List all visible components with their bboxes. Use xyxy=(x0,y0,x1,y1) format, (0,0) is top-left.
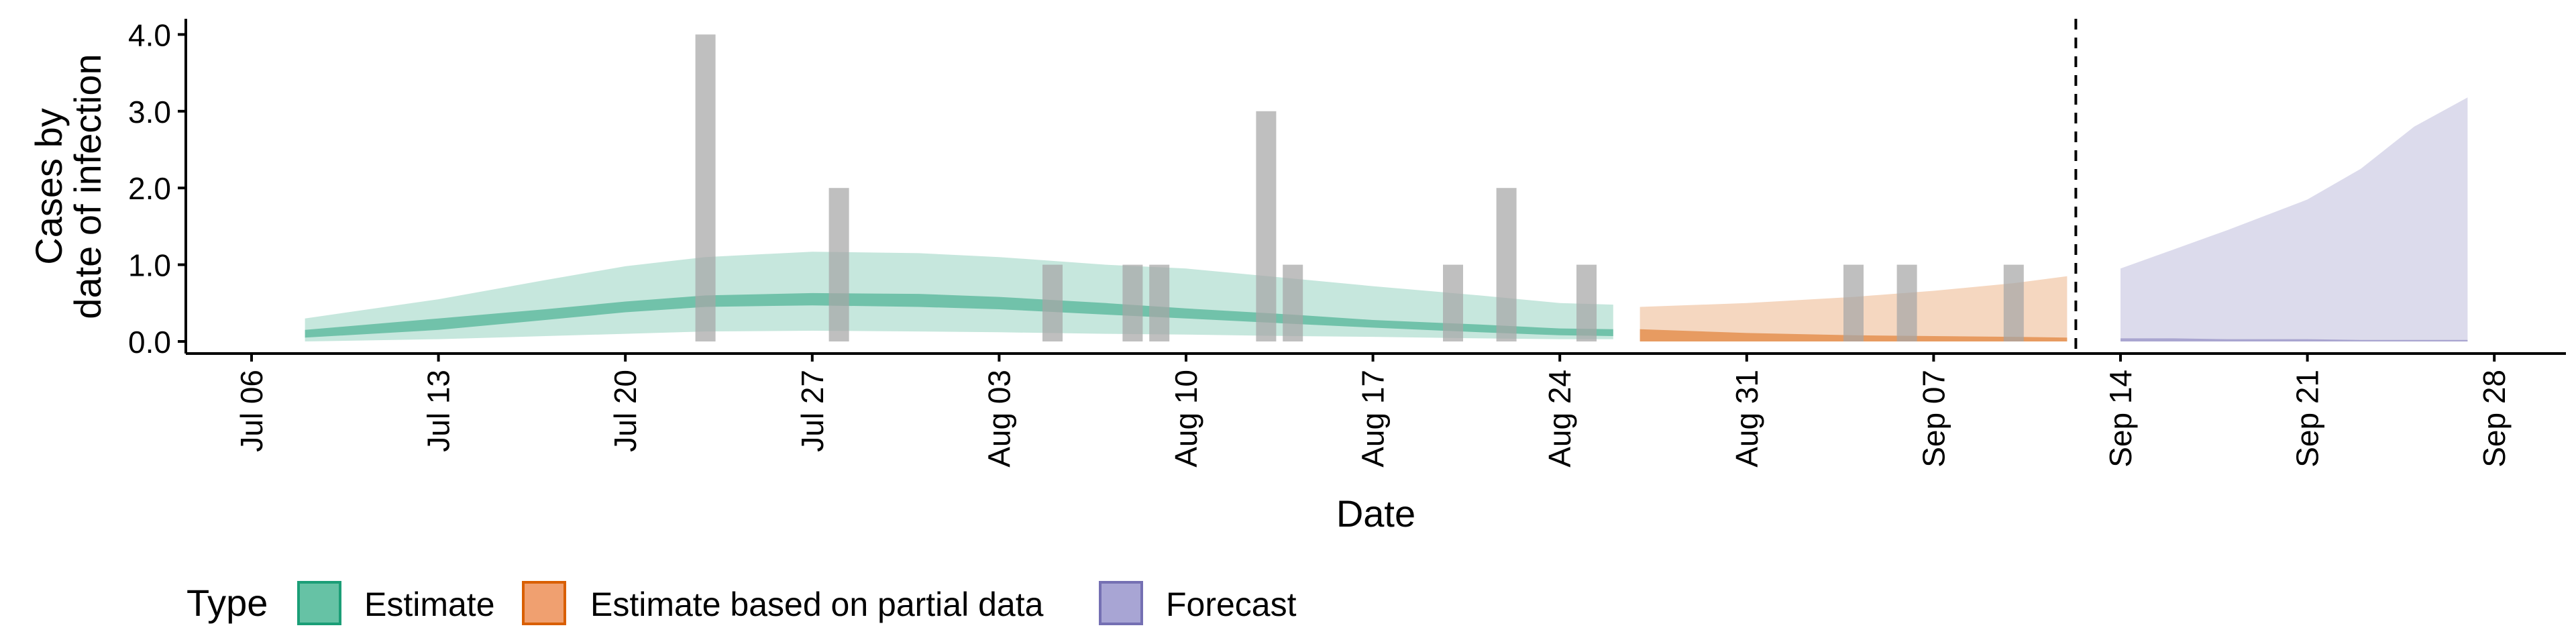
y-tick-label: 2.0 xyxy=(128,171,171,206)
observed-cases-bar xyxy=(1896,264,1917,341)
x-tick-label: Sep 21 xyxy=(2290,370,2325,468)
y-tick-label: 4.0 xyxy=(128,17,171,52)
x-tick-label: Jul 06 xyxy=(234,370,269,452)
observed-cases-bar xyxy=(1122,264,1143,341)
x-tick-label: Jul 20 xyxy=(608,370,643,452)
legend-key xyxy=(522,581,566,625)
x-tick-label: Jul 13 xyxy=(421,370,456,452)
legend-label: Forecast xyxy=(1166,586,1297,623)
observed-cases-bar xyxy=(2003,264,2024,341)
legend-title: Type xyxy=(186,582,268,624)
legend-key xyxy=(1099,581,1143,625)
observed-cases-bar xyxy=(828,188,849,341)
x-tick-label: Aug 31 xyxy=(1729,370,1764,468)
observed-cases-bar xyxy=(1443,264,1463,341)
x-tick-label: Sep 28 xyxy=(2477,370,2512,468)
y-tick-label: 1.0 xyxy=(128,248,171,283)
legend: Type Estimate Estimate based on partial d… xyxy=(186,581,1297,625)
x-tick-label: Jul 27 xyxy=(795,370,830,452)
observed-cases-bar xyxy=(1496,188,1517,341)
y-axis-title-line-2: date of infection xyxy=(66,54,109,319)
x-axis-title: Date xyxy=(1336,492,1415,535)
observed-cases-bar xyxy=(1283,264,1303,341)
observed-cases-bar xyxy=(695,34,716,342)
legend-label: Estimate based on partial data xyxy=(590,586,1044,623)
observed-cases-bar xyxy=(1576,264,1597,341)
observed-cases-bar xyxy=(1042,264,1063,341)
observed-cases-bar xyxy=(1149,264,1170,341)
y-tick-label: 3.0 xyxy=(128,95,171,129)
legend-label: Estimate xyxy=(364,586,495,623)
x-tick-label: Aug 17 xyxy=(1356,370,1391,468)
plot-area xyxy=(305,19,2468,354)
x-tick-label: Sep 14 xyxy=(2103,370,2138,468)
x-axis-ticks: Jul 06 Jul 13 Jul 20 Jul 27 Aug 03 Aug 10 Aug … xyxy=(234,354,2512,468)
observed-cases-bar xyxy=(1256,111,1277,342)
band-outer-forecast xyxy=(2121,97,2468,341)
y-axis-title-line-1: Cases by xyxy=(28,108,70,264)
y-tick-label: 0.0 xyxy=(128,325,171,360)
y-axis-ticks: 0.0 1.0 2.0 3.0 4.0 xyxy=(128,17,186,360)
legend-key xyxy=(297,581,341,625)
band-inner-forecast xyxy=(2121,338,2468,341)
observed-cases-bar xyxy=(1843,264,1864,341)
x-tick-label: Sep 07 xyxy=(1916,370,1951,468)
x-tick-label: Aug 24 xyxy=(1542,370,1577,468)
x-tick-label: Aug 10 xyxy=(1169,370,1203,468)
x-tick-label: Aug 03 xyxy=(981,370,1016,468)
band-inner-estimate xyxy=(305,292,1613,338)
